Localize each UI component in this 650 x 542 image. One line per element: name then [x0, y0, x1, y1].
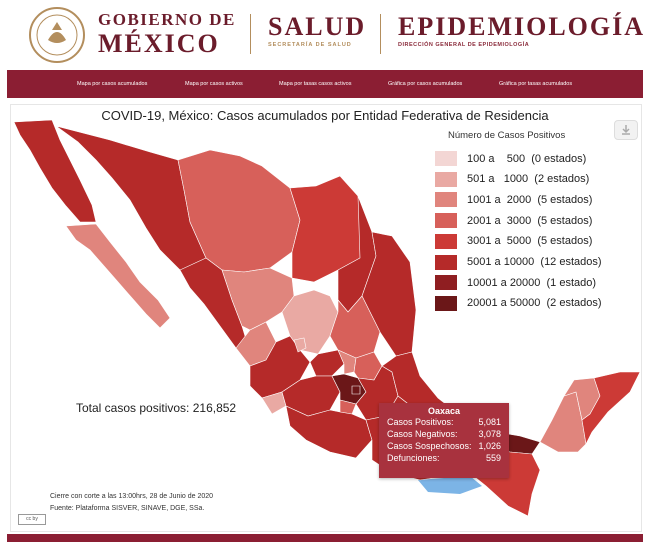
legend-item[interactable]: 20001 a 50000 (2 estados)	[435, 295, 602, 312]
state-guanajuato[interactable]	[309, 349, 345, 377]
gobierno-logo: GOBIERNO DE MÉXICO	[98, 10, 236, 58]
download-button[interactable]	[614, 120, 638, 140]
tooltip-row: Casos Negativos: 3,078	[379, 428, 509, 440]
legend-swatch	[435, 254, 457, 270]
epi-title: EPIDEMIOLOGÍA	[398, 12, 646, 41]
nav-item-mapa-acumulados[interactable]: Mapa por casos acumulados	[77, 81, 148, 87]
tooltip-value: 3,078	[478, 429, 501, 439]
state-chihuahua[interactable]	[177, 149, 301, 273]
legend-label: 1001 a 2000 (5 estados)	[467, 193, 593, 206]
epi-subtitle: DIRECCIÓN GENERAL DE EPIDEMIOLOGÍA	[398, 42, 530, 48]
legend-swatch	[435, 171, 457, 187]
tooltip-rows: Casos Positivos: 5,081 Casos Negativos: 3,0…	[379, 416, 509, 464]
legend-swatch	[435, 151, 457, 166]
legend-item[interactable]: 100 a 500 (0 estados)	[435, 150, 586, 167]
nav-item-mapa-activos[interactable]: Mapa por casos activos	[185, 81, 243, 87]
total-cases: Total casos positivos: 216,852	[76, 401, 237, 415]
legend-title: Número de Casos Positivos	[448, 130, 566, 141]
epi-logo: EPIDEMIOLOGÍA DIRECCIÓN GENERAL DE EPIDE…	[398, 12, 646, 49]
legend-item[interactable]: 3001 a 5000 (5 estados)	[435, 233, 592, 250]
nav-item-mapa-tasas[interactable]: Mapa por tasas casos activos	[279, 81, 352, 87]
legend-label: 3001 a 5000 (5 estados)	[467, 235, 593, 248]
salud-subtitle: SECRETARÍA DE SALUD	[268, 42, 352, 48]
salud-logo: SALUD SECRETARÍA DE SALUD	[268, 12, 367, 49]
state-quintana-roo[interactable]	[581, 371, 641, 445]
tooltip-label: Casos Sospechosos:	[387, 441, 472, 451]
state-guerrero[interactable]	[285, 405, 373, 459]
salud-title: SALUD	[268, 12, 367, 41]
bottom-bar	[7, 534, 643, 542]
legend-label: 2001 a 3000 (5 estados)	[467, 214, 593, 227]
divider	[250, 14, 251, 54]
tooltip-label: Casos Negativos:	[387, 429, 458, 439]
seal-icon	[29, 7, 85, 63]
legend-label: 100 a 500 (0 estados)	[467, 152, 587, 165]
legend-swatch	[435, 233, 457, 249]
map-title: COVID-19, México: Casos acumulados por E…	[101, 108, 549, 123]
tooltip-label: Casos Positivos:	[387, 417, 454, 427]
legend-label: 10001 a 20000 (1 estado)	[467, 276, 597, 289]
nav-item-grafica-tasas[interactable]: Gráfica por tasas acumulados	[499, 81, 573, 87]
state-baja-california-sur[interactable]	[65, 223, 171, 329]
legend-item[interactable]: 2001 a 3000 (5 estados)	[435, 212, 592, 229]
legend-swatch	[435, 213, 457, 229]
state-aguascalientes[interactable]	[293, 337, 307, 353]
state-queretaro[interactable]	[337, 349, 357, 375]
footer-source: Fuente: Plataforma SISVER, SINAVE, DGE, …	[50, 505, 205, 512]
header: GOBIERNO DE MÉXICO SALUD SECRETARÍA DE S…	[0, 0, 650, 68]
tooltip-value: 5,081	[478, 417, 501, 427]
legend-swatch	[435, 192, 457, 208]
divider	[380, 14, 381, 54]
tooltip-value: 1,026	[478, 441, 501, 451]
legend-item[interactable]: 5001 a 10000 (12 estados)	[435, 254, 602, 271]
legend-label: 5001 a 10000 (12 estados)	[467, 256, 602, 268]
nav-bar: Mapa por casos acumulados Mapa por casos…	[7, 70, 643, 98]
state-baja-california[interactable]	[13, 119, 97, 223]
ocean-highlight	[418, 476, 482, 494]
state-tooltip: Oaxaca Casos Positivos: 5,081 Casos Negati…	[379, 403, 509, 478]
legend-label: 20001 a 50000 (2 estados)	[467, 297, 602, 310]
footer-cutoff: Cierre con corte a las 13:00hrs, 28 de J…	[50, 493, 214, 500]
cc-license-badge: cc by	[18, 514, 46, 525]
legend-label: 501 a 1000 (2 estados)	[467, 173, 590, 186]
legend-swatch	[435, 295, 457, 311]
legend-item[interactable]: 10001 a 20000 (1 estado)	[435, 274, 596, 291]
gobierno-line2: MÉXICO	[98, 29, 220, 58]
tooltip-title: Oaxaca	[427, 406, 461, 416]
download-icon	[622, 125, 630, 135]
tooltip-row: Casos Sospechosos: 1,026	[379, 440, 509, 452]
tooltip-value: 559	[485, 453, 501, 463]
tooltip-label: Defunciones:	[387, 453, 440, 463]
state-cdmx[interactable]	[351, 385, 361, 395]
legend-item[interactable]: 501 a 1000 (2 estados)	[435, 171, 589, 188]
legend-swatch	[435, 275, 457, 291]
tooltip-row: Defunciones: 559	[379, 452, 509, 464]
legend-item[interactable]: 1001 a 2000 (5 estados)	[435, 191, 592, 208]
gobierno-line1: GOBIERNO DE	[98, 10, 236, 29]
nav-item-grafica-acumulados[interactable]: Gráfica por casos acumulados	[388, 81, 463, 87]
tooltip-row: Casos Positivos: 5,081	[379, 416, 509, 428]
